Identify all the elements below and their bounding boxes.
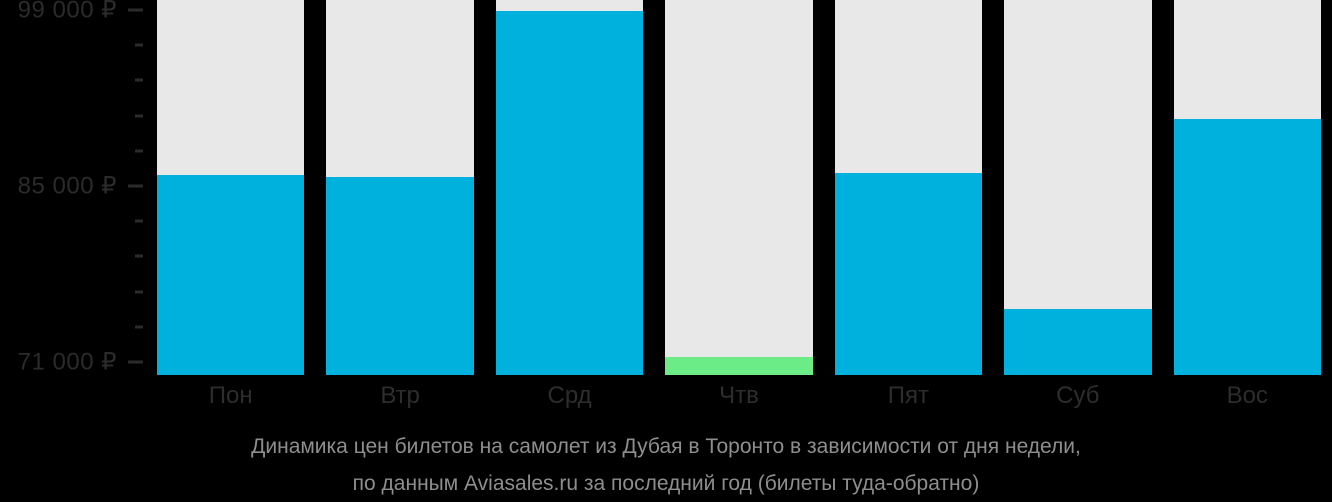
bar-column-fri: [824, 0, 993, 375]
y-minor-tick-mark: [135, 114, 143, 118]
y-axis-label: 99 000 ₽: [17, 0, 117, 24]
y-minor-tick-mark: [135, 325, 143, 329]
price-bar-tue[interactable]: [326, 177, 474, 375]
bar-column-mon: [146, 0, 315, 375]
bar-column-sun: [1163, 0, 1332, 375]
price-bar-fri[interactable]: [834, 173, 983, 375]
caption-line-2: по данным Aviasales.ru за последний год …: [352, 472, 980, 495]
y-minor-tick-mark: [135, 43, 143, 47]
x-axis: Пон Втр Срд Чтв Пят Суб Вос: [146, 382, 1332, 410]
price-bar-sun[interactable]: [1173, 119, 1321, 375]
y-major-tick: 85 000 ₽: [18, 172, 143, 201]
x-tick-label-wed: Срд: [547, 382, 592, 409]
bar-column-tue: [315, 0, 484, 375]
plot-area: 99 000 ₽ 85 000 ₽ 71 000 ₽: [0, 0, 1332, 377]
y-major-tick-mark: [128, 8, 143, 12]
y-minor-tick: [135, 290, 143, 294]
y-minor-tick: [135, 43, 143, 47]
caption-line-1: Динамика цен билетов на самолет из Дубая…: [251, 435, 1081, 458]
y-major-tick: 99 000 ₽: [18, 0, 143, 25]
x-tick-label-thu: Чтв: [719, 382, 759, 409]
y-minor-tick: [135, 114, 143, 118]
price-bar-mon[interactable]: [157, 175, 305, 375]
y-axis: 99 000 ₽ 85 000 ₽ 71 000 ₽: [0, 0, 146, 377]
bar-column-wed: [485, 0, 654, 375]
y-minor-tick-mark: [135, 149, 143, 153]
y-minor-tick-mark: [135, 78, 143, 82]
y-minor-tick: [135, 254, 143, 258]
price-bar-thu[interactable]: [665, 357, 813, 375]
y-axis-label: 85 000 ₽: [17, 172, 117, 200]
y-major-tick-mark: [128, 360, 143, 364]
chart-caption: Динамика цен билетов на самолет из Дубая…: [0, 428, 1332, 502]
y-minor-tick: [135, 78, 143, 82]
x-tick-label-tue: Втр: [380, 382, 420, 409]
bar-column-sat: [993, 0, 1162, 375]
bar-column-thu: [654, 0, 823, 375]
y-axis-label: 71 000 ₽: [17, 348, 117, 376]
y-minor-tick-mark: [135, 219, 143, 223]
x-tick-label-mon: Пон: [208, 382, 253, 409]
x-tick-label-fri: Пят: [887, 382, 930, 409]
y-minor-tick-mark: [135, 254, 143, 258]
y-minor-tick: [135, 219, 143, 223]
price-bar-wed[interactable]: [495, 11, 644, 375]
x-tick-label-sat: Суб: [1056, 382, 1100, 409]
bars-container: [146, 0, 1332, 375]
price-bar-sat[interactable]: [1004, 309, 1152, 375]
x-tick-label-sun: Вос: [1226, 382, 1268, 409]
y-minor-tick-mark: [135, 290, 143, 294]
y-minor-tick: [135, 325, 143, 329]
y-minor-tick: [135, 149, 143, 153]
y-major-tick: 71 000 ₽: [18, 348, 143, 377]
y-major-tick-mark: [128, 184, 143, 188]
bar-track: [665, 0, 813, 375]
